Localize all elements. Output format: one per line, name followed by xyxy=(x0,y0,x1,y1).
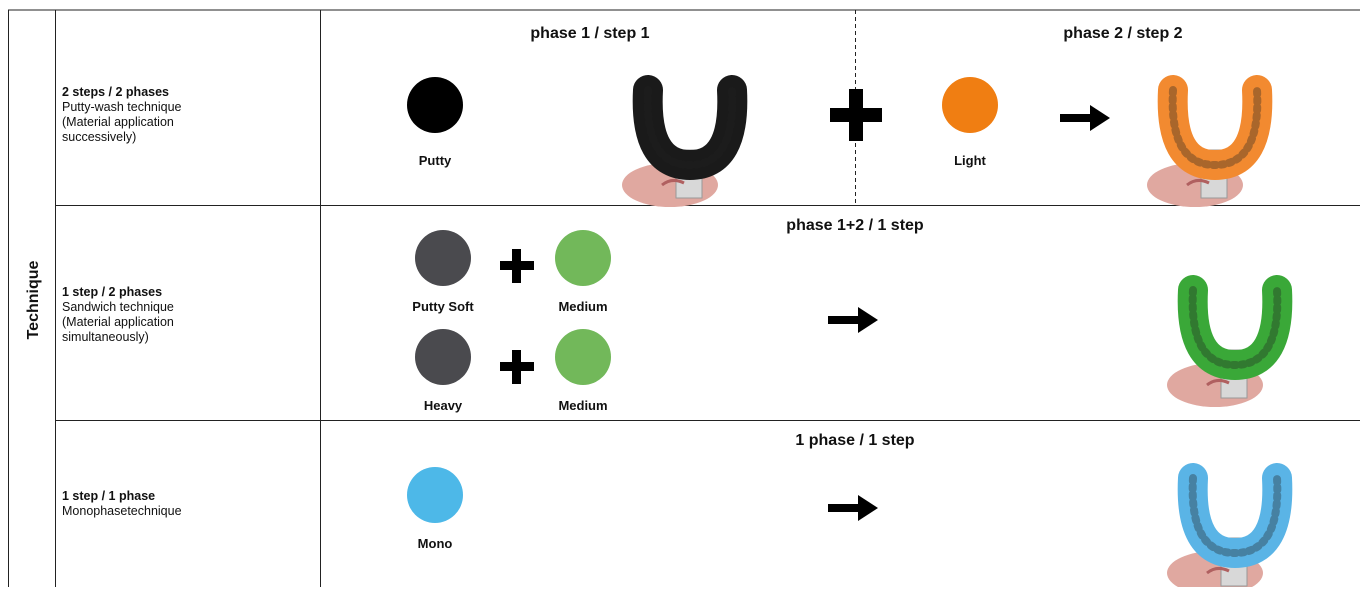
arrow-icon xyxy=(828,495,878,521)
phase-header: phase 2 / step 2 xyxy=(1063,25,1182,42)
material-label: Putty Soft xyxy=(412,299,474,314)
row-description: Putty-wash technique xyxy=(62,100,182,114)
row-description: successively) xyxy=(62,130,136,144)
material-dot xyxy=(555,230,611,286)
row-description: Monophasetechnique xyxy=(62,504,182,518)
material-label: Light xyxy=(954,153,986,168)
material-label: Putty xyxy=(419,153,452,168)
row-description: (Material application xyxy=(62,315,174,329)
material-label: Medium xyxy=(558,398,607,413)
phase-header: phase 1+2 / 1 step xyxy=(786,217,924,234)
tray-image xyxy=(1167,478,1277,587)
row-description: Sandwich technique xyxy=(62,300,174,314)
material-dot xyxy=(415,329,471,385)
plus-icon xyxy=(830,89,882,141)
row-description: simultaneously) xyxy=(62,330,149,344)
plus-icon xyxy=(500,249,534,283)
phase-header: phase 1 / step 1 xyxy=(530,25,649,42)
tray-image xyxy=(1147,90,1257,207)
table-lines xyxy=(8,9,1360,587)
arrow-icon xyxy=(1060,105,1110,131)
row-title: 1 step / 1 phase xyxy=(62,489,155,503)
material-label: Mono xyxy=(418,536,453,551)
tray-image xyxy=(1167,290,1277,407)
arrow-icon xyxy=(828,307,878,333)
material-dot xyxy=(942,77,998,133)
material-dot xyxy=(555,329,611,385)
material-dot xyxy=(415,230,471,286)
side-label: Technique xyxy=(25,260,42,339)
phase-header: 1 phase / 1 step xyxy=(795,432,914,449)
material-label: Medium xyxy=(558,299,607,314)
tray-image xyxy=(622,90,732,207)
row-title: 2 steps / 2 phases xyxy=(62,85,169,99)
material-dot xyxy=(407,467,463,523)
material-label: Heavy xyxy=(424,398,463,413)
material-dot xyxy=(407,77,463,133)
row-title: 1 step / 2 phases xyxy=(62,285,162,299)
row-description: (Material application xyxy=(62,115,174,129)
plus-icon xyxy=(500,350,534,384)
